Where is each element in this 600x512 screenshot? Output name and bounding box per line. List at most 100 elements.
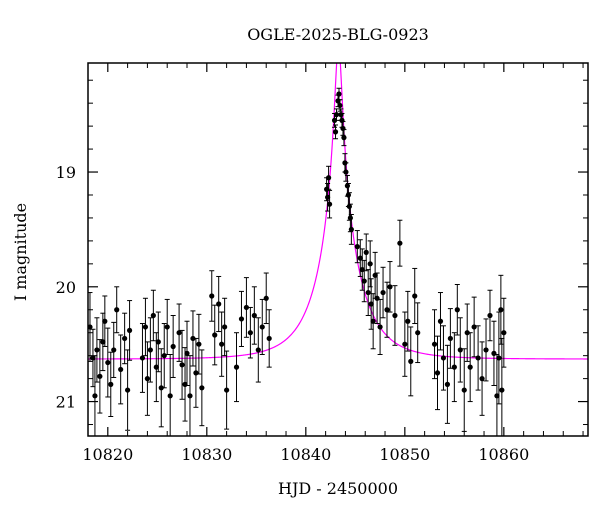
data-point [475, 325, 481, 391]
data-marker [325, 175, 332, 181]
data-marker [161, 353, 167, 359]
model-curve [88, 63, 588, 360]
data-point [122, 312, 128, 365]
data-marker [243, 304, 250, 311]
data-point [111, 321, 117, 378]
data-marker [380, 289, 386, 296]
data-marker [88, 324, 93, 330]
data-marker [365, 289, 371, 296]
data-point [190, 310, 196, 367]
data-marker [372, 272, 378, 278]
data-point [108, 351, 114, 417]
data-marker [487, 312, 493, 319]
data-point [415, 302, 421, 364]
data-marker [224, 387, 230, 393]
data-point [155, 311, 161, 373]
data-marker [340, 125, 346, 132]
data-marker [247, 330, 253, 336]
data-point [340, 121, 346, 136]
data-marker [142, 324, 149, 330]
data-point [447, 308, 453, 369]
data-marker [374, 295, 380, 301]
data-marker [97, 373, 103, 379]
data-marker [144, 376, 151, 382]
data-point [150, 289, 156, 342]
data-point [114, 286, 120, 334]
data-marker [122, 335, 128, 342]
y-tick-label: 21 [56, 393, 76, 412]
data-marker [496, 355, 502, 361]
data-point [212, 304, 218, 366]
data-point [336, 87, 342, 101]
data-point [332, 124, 339, 140]
data-marker [184, 350, 190, 356]
data-marker [377, 324, 383, 330]
data-marker [494, 393, 500, 399]
data-marker [333, 112, 340, 118]
data-point [405, 290, 411, 352]
data-marker [139, 355, 146, 361]
data-marker [359, 266, 365, 273]
data-point [94, 317, 100, 383]
data-point [105, 327, 111, 398]
data-point [392, 285, 398, 346]
data-marker [212, 332, 218, 338]
data-point [199, 349, 205, 427]
data-marker [479, 376, 485, 382]
data-marker [361, 278, 367, 284]
data-marker [125, 387, 131, 393]
data-marker [357, 255, 363, 261]
data-marker [233, 364, 240, 370]
data-marker [111, 347, 117, 353]
data-marker [263, 295, 269, 301]
data-marker [209, 293, 215, 299]
data-marker [405, 318, 411, 324]
data-marker [368, 301, 374, 307]
data-marker [440, 355, 447, 361]
data-marker [415, 330, 421, 336]
data-marker [150, 312, 156, 319]
data-point [167, 354, 173, 436]
data-point [491, 320, 497, 387]
data-point [431, 309, 438, 380]
data-point [341, 129, 347, 147]
data-marker [167, 393, 173, 399]
x-tick-label: 10820 [82, 445, 133, 464]
x-tick-label: 10830 [181, 445, 232, 464]
x-tick-label: 10860 [478, 445, 529, 464]
data-marker [337, 102, 343, 109]
data-point [147, 317, 153, 383]
data-point [384, 281, 390, 338]
data-point [126, 300, 133, 361]
data-point [440, 325, 447, 391]
data-marker [158, 385, 164, 391]
data-point [144, 341, 151, 416]
data-marker [126, 327, 133, 334]
data-point [412, 267, 418, 325]
plot-frame [87, 62, 589, 437]
data-point [325, 165, 332, 190]
data-marker [164, 324, 170, 330]
y-tick-label: 20 [56, 278, 76, 297]
data-marker [94, 347, 100, 353]
data-point [451, 332, 457, 403]
data-marker [336, 91, 342, 97]
data-point [158, 348, 164, 428]
data-marker [464, 330, 470, 336]
x-axis-title: HJD - 2450000 [278, 479, 398, 498]
data-marker [348, 226, 354, 233]
y-tick-label: 19 [56, 163, 76, 182]
data-point [251, 286, 257, 345]
data-marker [105, 359, 111, 366]
data-marker [332, 129, 339, 135]
data-marker [338, 112, 344, 118]
data-marker [387, 284, 393, 290]
data-point [467, 332, 473, 403]
data-point [224, 350, 230, 430]
data-marker [363, 249, 369, 255]
data-marker [179, 362, 185, 368]
data-point [243, 277, 250, 338]
data-point [222, 297, 228, 357]
data-point [139, 323, 146, 393]
